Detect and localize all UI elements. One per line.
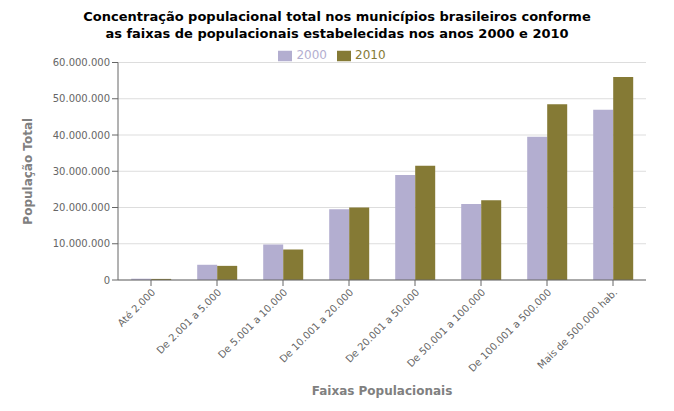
html-text:2010: 2010 <box>355 48 386 62</box>
html-text:2000: 2000 <box>296 48 327 62</box>
html-text:as faixas de populacionais est: as faixas de populacionais estabelecidas… <box>105 26 569 41</box>
svg-text:População Total: População Total <box>21 118 35 225</box>
svg-text:Até 2.000: Até 2.000 <box>115 287 157 329</box>
svg-text:0: 0 <box>104 275 110 286</box>
svg-text:De 10.001 a 20.000: De 10.001 a 20.000 <box>277 287 355 365</box>
svg-text:20.000.000: 20.000.000 <box>53 202 110 213</box>
svg-text:60.000.000: 60.000.000 <box>53 57 110 68</box>
svg-text:De 100.001 a 500.000: De 100.001 a 500.000 <box>466 286 554 374</box>
svg-text:Mais de 500.000 hab.: Mais de 500.000 hab. <box>535 287 619 371</box>
svg-text:40.000.000: 40.000.000 <box>53 130 110 141</box>
svg-text:De 5.001 a 10.000: De 5.001 a 10.000 <box>216 287 290 361</box>
svg-text:50.000.000: 50.000.000 <box>53 93 110 104</box>
html-text:Concentração populacional tota: Concentração populacional total nos muni… <box>83 9 591 24</box>
svg-text:De 20.001 a 50.000: De 20.001 a 50.000 <box>343 287 421 365</box>
svg-text:De 50.001 a 100.000: De 50.001 a 100.000 <box>404 286 488 370</box>
svg-text:10.000.000: 10.000.000 <box>53 238 110 249</box>
svg-text:Faixas Populacionais: Faixas Populacionais <box>312 384 453 398</box>
svg-text:De 2.001 a 5.000: De 2.001 a 5.000 <box>154 287 223 356</box>
svg-text:30.000.000: 30.000.000 <box>53 166 110 177</box>
